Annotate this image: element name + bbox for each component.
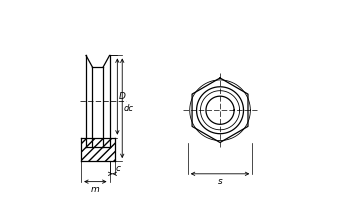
Bar (81, 138, 115, 161)
Text: m: m (91, 185, 100, 194)
Text: c: c (116, 164, 121, 173)
Text: dc: dc (124, 104, 134, 113)
Text: s: s (218, 177, 222, 186)
Text: D: D (119, 92, 126, 101)
